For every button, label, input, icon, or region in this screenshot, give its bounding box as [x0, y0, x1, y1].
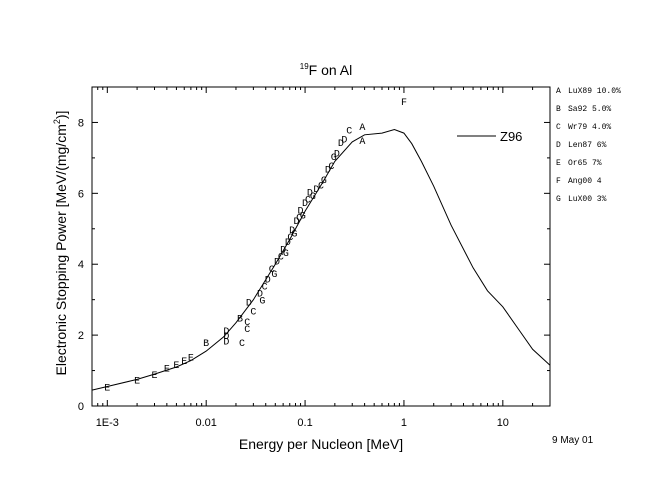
data-point-c: C: [328, 162, 334, 173]
y-axis-label-end: )]: [53, 111, 69, 120]
data-point-e: E: [173, 361, 179, 372]
data-point-e: E: [181, 357, 187, 368]
data-point-g: G: [283, 249, 289, 260]
x-tick-label: 0.01: [195, 417, 216, 429]
z96-curve: [91, 128, 551, 391]
y-tick-label: 4: [78, 259, 84, 271]
data-point-c: C: [244, 318, 250, 329]
data-point-g: G: [321, 176, 327, 187]
legend-letter: C: [556, 123, 561, 132]
data-point-f: F: [401, 98, 407, 109]
data-point-d: D: [280, 245, 286, 256]
legend-source-label: Wr79 4.0%: [568, 123, 611, 132]
data-point-c: C: [250, 307, 256, 318]
data-point-d: D: [341, 135, 347, 146]
x-tick-label: 1: [401, 417, 407, 429]
data-point-e: E: [164, 365, 170, 376]
data-point-e: E: [104, 384, 110, 395]
data-point-d: D: [289, 226, 295, 237]
data-point-d: D: [307, 189, 313, 200]
y-axis-label-superscript: 2: [52, 119, 62, 124]
legend-source-label: LuX00 3%: [568, 195, 607, 204]
data-point-a: A: [359, 137, 365, 148]
legend-source-label: Ang00 4: [568, 177, 602, 186]
data-point-c: C: [318, 181, 324, 192]
y-tick-label: 8: [78, 117, 84, 129]
data-point-d: D: [285, 238, 291, 249]
legend-letter: D: [556, 141, 561, 150]
source-legend: A LuX89 10.0% B Sa92 5.0% C Wr79 4.0% D Len87 6…: [556, 87, 621, 204]
y-tick-label: 6: [78, 188, 84, 200]
x-tick-label: 1E-3: [96, 417, 119, 429]
data-point-c: C: [346, 127, 352, 138]
data-point-g: G: [259, 297, 265, 308]
plot-frame: [91, 86, 551, 407]
data-point-d: D: [274, 258, 280, 269]
data-point-g: G: [331, 153, 337, 164]
data-point-b: B: [237, 314, 243, 325]
legend-letter: B: [556, 105, 561, 114]
data-point-d: D: [265, 275, 271, 286]
data-point-d: D: [313, 185, 319, 196]
chart-title: 19F on Al: [300, 62, 353, 78]
date-stamp: 9 May 01: [552, 435, 594, 446]
chart-title-main: F on Al: [309, 62, 353, 78]
legend-source-label: Sa92 5.0%: [568, 105, 611, 114]
axis-ticks: 1E-3 0.01 0.1 1 10 0 2 4 6 8: [78, 87, 550, 429]
legend-letter: E: [556, 159, 561, 168]
data-point-d: D: [334, 150, 340, 161]
legend-source-label: LuX89 10.0%: [568, 87, 621, 96]
data-point-d: D: [246, 298, 252, 309]
data-point-c: C: [262, 282, 268, 293]
data-point-d: D: [223, 332, 229, 343]
data-point-d: D: [338, 139, 344, 150]
x-axis-label: Energy per Nucleon [MeV]: [239, 436, 403, 452]
data-point-e: E: [188, 353, 194, 364]
y-tick-label: 2: [78, 330, 84, 342]
z96-curve-group: [91, 128, 551, 391]
legend-letter: G: [556, 195, 561, 204]
data-point-c: C: [287, 233, 293, 244]
y-axis-label: Electronic Stopping Power [MeV/(mg/cm2)]: [52, 111, 69, 376]
y-axis-label-main: Electronic Stopping Power [MeV/(mg/cm: [53, 124, 69, 375]
data-point-d: D: [223, 337, 229, 348]
legend-source-label: Len87 6%: [568, 141, 607, 150]
data-point-c: C: [269, 265, 275, 276]
data-point-g: G: [271, 270, 277, 281]
data-point-d: D: [223, 327, 229, 338]
data-point-c: C: [244, 325, 250, 336]
data-point-g: G: [300, 212, 306, 223]
data-point-d: D: [257, 290, 263, 301]
y-tick-label: 0: [78, 401, 84, 413]
chart-title-superscript: 19: [300, 62, 309, 71]
data-point-a: A: [359, 123, 365, 134]
legend-letter: F: [556, 177, 561, 186]
legend-source-label: Or65 7%: [568, 159, 602, 168]
data-point-c: C: [305, 196, 311, 207]
curve-legend-label: Z96: [500, 129, 522, 144]
x-tick-label: 10: [497, 417, 509, 429]
data-point-e: E: [134, 376, 140, 387]
data-point-e: E: [151, 371, 157, 382]
data-point-g: G: [310, 192, 316, 203]
x-tick-label: 0.1: [297, 417, 312, 429]
data-point-c: C: [278, 252, 284, 263]
data-point-c: C: [296, 213, 302, 224]
data-point-g: G: [291, 229, 297, 240]
data-point-d: D: [302, 199, 308, 210]
data-point-c: C: [239, 339, 245, 350]
data-point-d: D: [325, 166, 331, 177]
legend-letter: A: [556, 87, 561, 96]
data-point-b: B: [203, 339, 209, 350]
data-point-d: D: [298, 206, 304, 217]
data-point-d: D: [294, 217, 300, 228]
